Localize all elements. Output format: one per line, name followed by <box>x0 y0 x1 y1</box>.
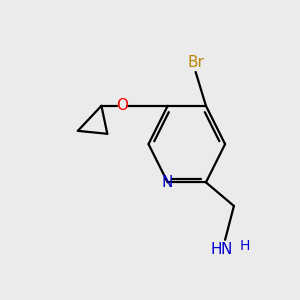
Text: O: O <box>116 98 128 113</box>
Text: H: H <box>211 242 222 257</box>
Text: N: N <box>221 242 232 257</box>
Text: Br: Br <box>187 55 204 70</box>
Text: N: N <box>162 175 173 190</box>
Text: H: H <box>240 239 250 253</box>
